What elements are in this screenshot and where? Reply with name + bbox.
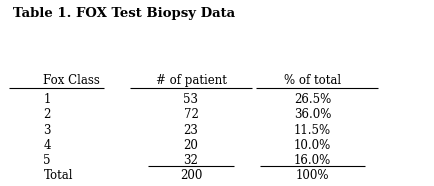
Text: 100%: 100% bbox=[296, 169, 329, 182]
Text: 5: 5 bbox=[43, 154, 51, 167]
Text: 11.5%: 11.5% bbox=[294, 124, 331, 137]
Text: 36.0%: 36.0% bbox=[294, 108, 331, 121]
Text: 1: 1 bbox=[43, 93, 51, 106]
Text: 20: 20 bbox=[184, 139, 198, 152]
Text: 32: 32 bbox=[184, 154, 198, 167]
Text: Total: Total bbox=[43, 169, 73, 182]
Text: 53: 53 bbox=[184, 93, 198, 106]
Text: Fox Class: Fox Class bbox=[43, 74, 100, 87]
Text: # of patient: # of patient bbox=[155, 74, 227, 87]
Text: 2: 2 bbox=[43, 108, 51, 121]
Text: 3: 3 bbox=[43, 124, 51, 137]
Text: 26.5%: 26.5% bbox=[294, 93, 331, 106]
Text: 4: 4 bbox=[43, 139, 51, 152]
Text: 16.0%: 16.0% bbox=[294, 154, 331, 167]
Text: Table 1. FOX Test Biopsy Data: Table 1. FOX Test Biopsy Data bbox=[13, 7, 235, 20]
Text: % of total: % of total bbox=[284, 74, 341, 87]
Text: 10.0%: 10.0% bbox=[294, 139, 331, 152]
Text: 23: 23 bbox=[184, 124, 198, 137]
Text: 72: 72 bbox=[184, 108, 198, 121]
Text: 200: 200 bbox=[180, 169, 202, 182]
